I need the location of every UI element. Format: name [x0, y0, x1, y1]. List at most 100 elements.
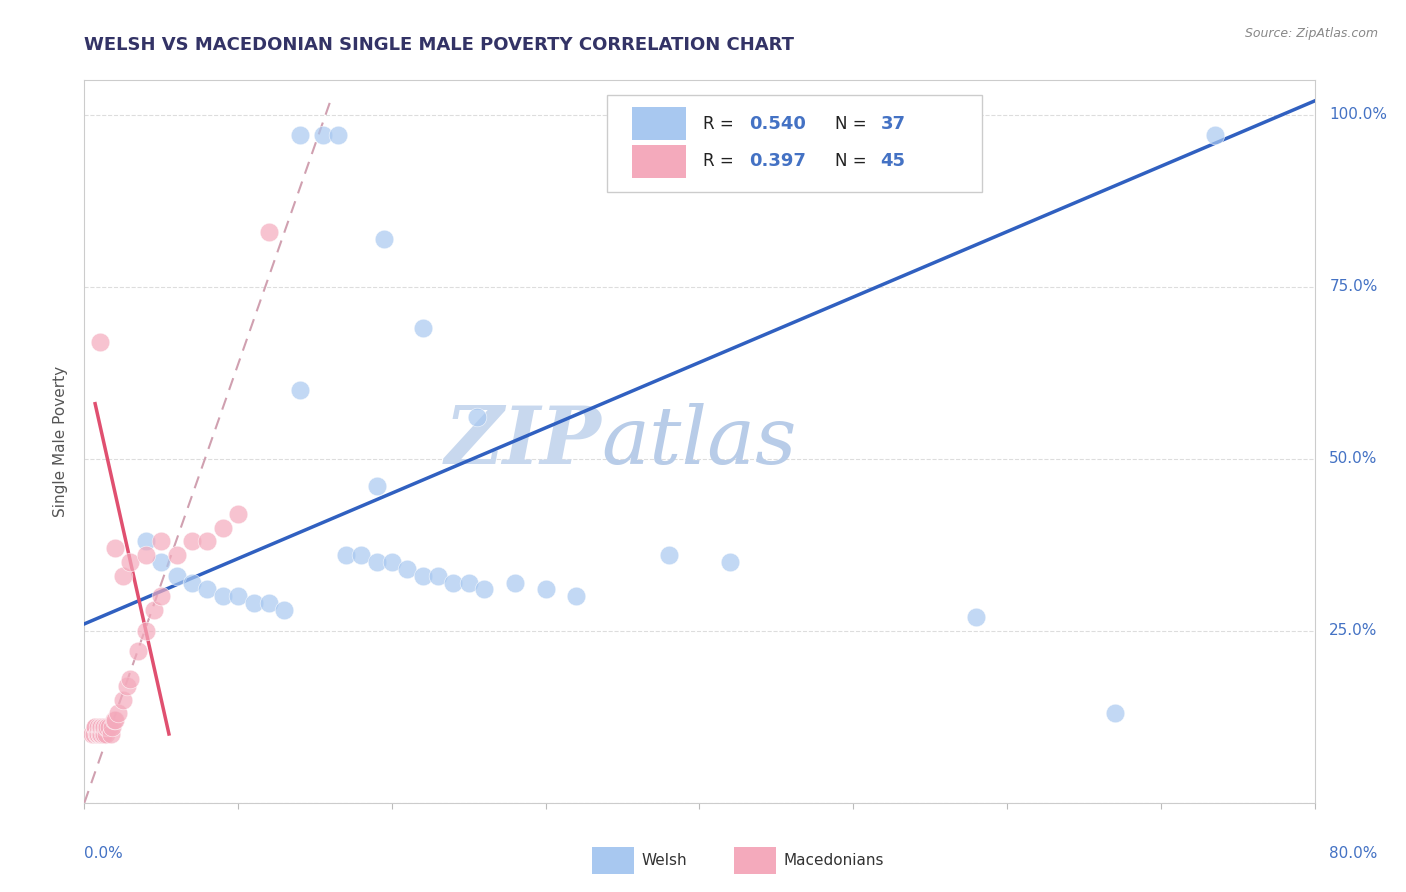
Point: [87, 727, 110, 741]
Point: [211, 520, 233, 534]
Text: 37: 37: [880, 115, 905, 133]
Point: [965, 610, 987, 624]
Text: ZIP: ZIP: [444, 403, 602, 480]
Point: [457, 575, 479, 590]
Point: [90, 727, 112, 741]
Point: [181, 575, 204, 590]
Point: [150, 534, 173, 549]
Point: [273, 603, 295, 617]
Point: [94, 720, 117, 734]
Point: [658, 548, 681, 562]
Point: [1104, 706, 1126, 721]
Point: [166, 568, 188, 582]
Text: 75.0%: 75.0%: [1330, 279, 1378, 294]
Point: [1204, 128, 1226, 143]
Point: [534, 582, 557, 597]
Point: [120, 555, 142, 569]
Text: 100.0%: 100.0%: [1330, 107, 1388, 122]
Point: [366, 555, 388, 569]
Point: [84, 720, 107, 734]
Point: [104, 713, 127, 727]
Point: [142, 603, 165, 617]
Point: [366, 479, 388, 493]
Point: [80, 727, 103, 741]
Point: [150, 590, 173, 604]
FancyBboxPatch shape: [631, 145, 686, 178]
Point: [87, 720, 110, 734]
Point: [373, 231, 395, 245]
Point: [89, 727, 111, 741]
Point: [89, 720, 111, 734]
Text: 25.0%: 25.0%: [1330, 624, 1378, 639]
Point: [242, 596, 264, 610]
Y-axis label: Single Male Poverty: Single Male Poverty: [53, 366, 69, 517]
Text: Macedonians: Macedonians: [783, 853, 883, 868]
Text: 80.0%: 80.0%: [1330, 847, 1378, 861]
Point: [100, 727, 122, 741]
Point: [135, 534, 157, 549]
Text: N =: N =: [835, 153, 872, 170]
Text: N =: N =: [835, 115, 872, 133]
Point: [350, 548, 373, 562]
Point: [643, 128, 665, 143]
Point: [226, 590, 249, 604]
Point: [427, 568, 450, 582]
Point: [472, 582, 495, 597]
Point: [98, 720, 120, 734]
Point: [312, 128, 335, 143]
Text: WELSH VS MACEDONIAN SINGLE MALE POVERTY CORRELATION CHART: WELSH VS MACEDONIAN SINGLE MALE POVERTY …: [84, 36, 794, 54]
Point: [288, 383, 311, 397]
Point: [197, 582, 219, 597]
Point: [83, 727, 105, 741]
Point: [111, 568, 134, 582]
Text: 0.397: 0.397: [749, 153, 806, 170]
Point: [90, 720, 112, 734]
Point: [335, 548, 357, 562]
Point: [166, 548, 188, 562]
Point: [91, 727, 114, 741]
Point: [91, 720, 114, 734]
Point: [565, 590, 588, 604]
FancyBboxPatch shape: [607, 95, 983, 193]
FancyBboxPatch shape: [734, 847, 776, 874]
Point: [412, 568, 434, 582]
Point: [197, 534, 219, 549]
Point: [288, 128, 311, 143]
Point: [226, 507, 249, 521]
Point: [86, 727, 108, 741]
Point: [135, 624, 157, 638]
Text: 0.540: 0.540: [749, 115, 806, 133]
Point: [181, 534, 204, 549]
Text: Welsh: Welsh: [641, 853, 688, 868]
Point: [503, 575, 526, 590]
Text: 0.0%: 0.0%: [84, 847, 124, 861]
Point: [94, 727, 117, 741]
Point: [93, 727, 115, 741]
Point: [381, 555, 404, 569]
Text: R =: R =: [703, 153, 740, 170]
Point: [718, 555, 741, 569]
Point: [257, 225, 280, 239]
FancyBboxPatch shape: [592, 847, 634, 874]
Text: 50.0%: 50.0%: [1330, 451, 1378, 467]
Point: [107, 706, 129, 721]
Point: [120, 672, 142, 686]
Point: [89, 727, 111, 741]
Point: [86, 727, 108, 741]
Point: [135, 548, 157, 562]
FancyBboxPatch shape: [631, 107, 686, 140]
Point: [93, 720, 115, 734]
Point: [103, 713, 125, 727]
Point: [326, 128, 349, 143]
Point: [443, 575, 465, 590]
Point: [84, 720, 107, 734]
Point: [150, 555, 173, 569]
Point: [127, 644, 149, 658]
Text: 45: 45: [880, 153, 905, 170]
Point: [396, 562, 419, 576]
Text: atlas: atlas: [602, 403, 796, 480]
Point: [101, 720, 124, 734]
Point: [412, 321, 434, 335]
Point: [111, 692, 134, 706]
Point: [257, 596, 280, 610]
